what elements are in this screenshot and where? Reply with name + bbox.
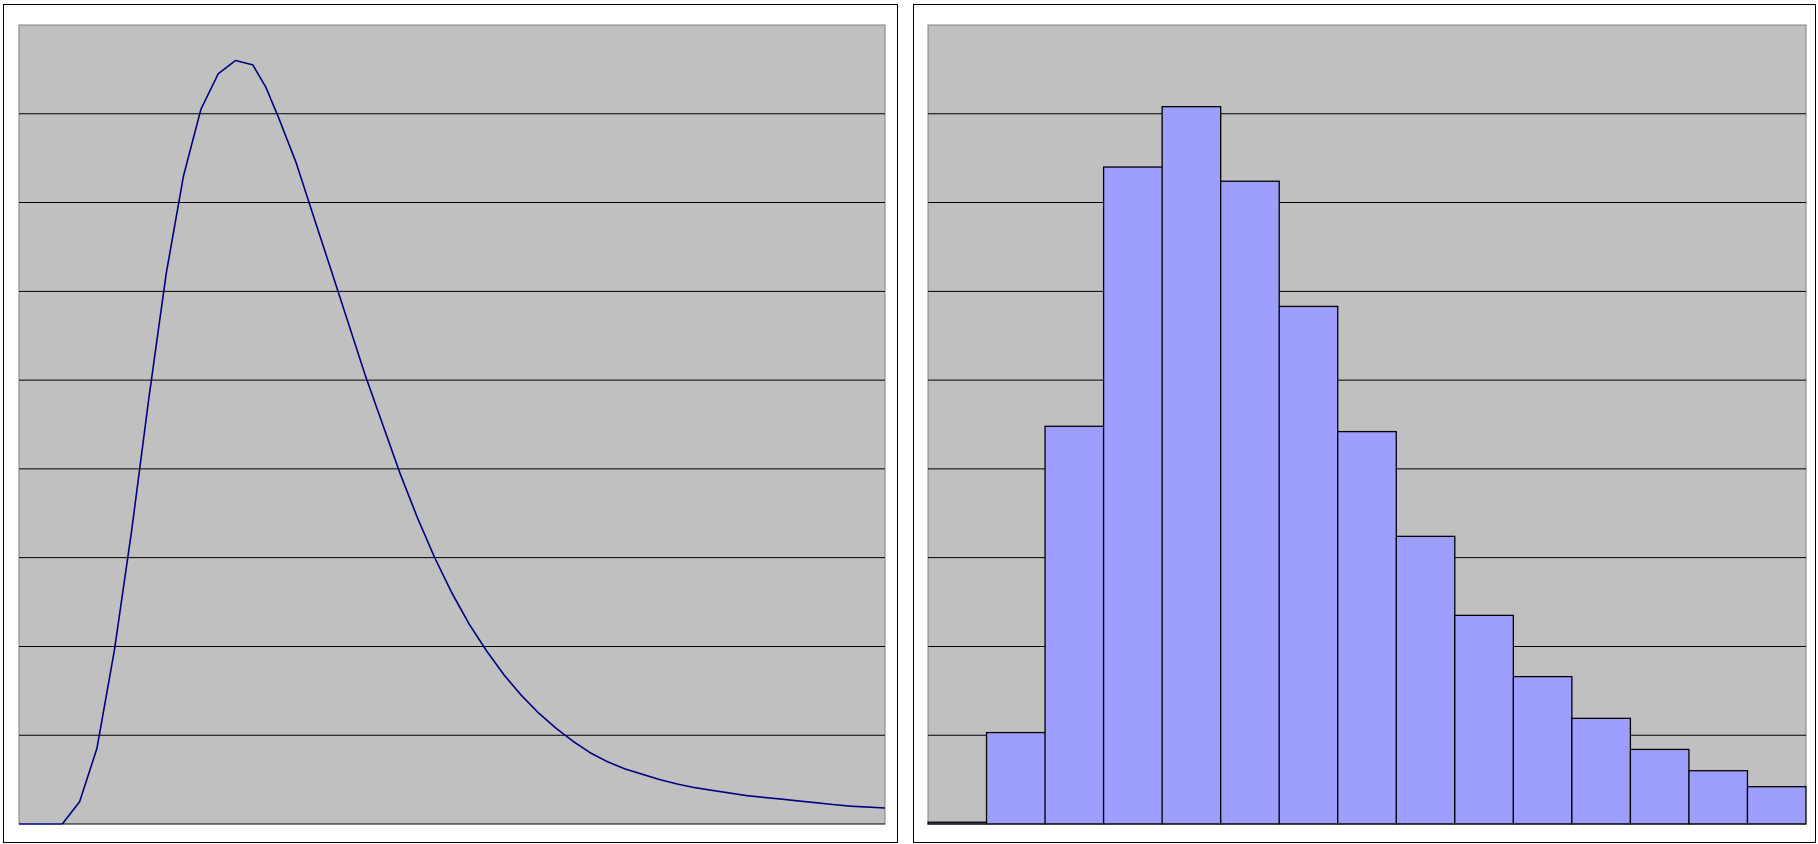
bar	[1512, 675, 1573, 825]
bar	[1395, 535, 1456, 825]
bar	[1454, 614, 1514, 825]
bar	[1571, 717, 1632, 825]
line-series	[19, 59, 886, 825]
bar	[1161, 106, 1222, 825]
bar	[1337, 430, 1397, 825]
bar	[1220, 180, 1280, 825]
bar-chart	[927, 24, 1807, 825]
line-plot-area	[18, 24, 886, 825]
bar	[1044, 425, 1105, 825]
bar	[1688, 770, 1749, 825]
bar	[1278, 305, 1339, 825]
line-chart	[18, 24, 886, 825]
bar	[985, 731, 1046, 825]
bar	[1629, 748, 1690, 825]
bar	[1746, 786, 1807, 825]
bar	[1102, 166, 1163, 825]
